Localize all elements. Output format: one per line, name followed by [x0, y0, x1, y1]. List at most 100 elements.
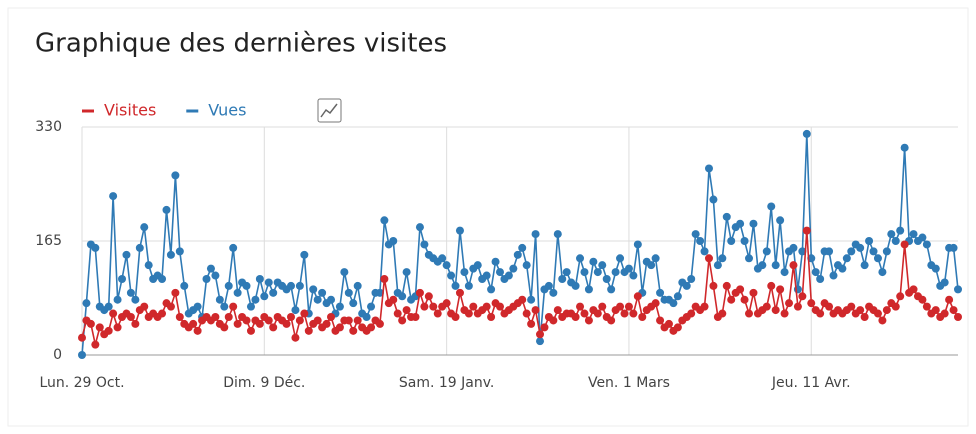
data-point [398, 292, 407, 301]
legend-label: Vues [208, 101, 246, 120]
data-point [220, 302, 229, 311]
data-point [109, 309, 118, 318]
data-point [131, 319, 140, 328]
data-point [709, 195, 718, 204]
data-point [949, 306, 958, 315]
data-point [344, 288, 353, 297]
data-point [269, 323, 278, 332]
data-point [464, 281, 473, 290]
data-point [847, 302, 856, 311]
data-point [887, 230, 896, 239]
data-point [527, 319, 536, 328]
data-point [816, 275, 825, 283]
data-point [95, 323, 104, 332]
data-point [86, 319, 95, 328]
data-point [825, 302, 834, 311]
data-point [651, 299, 660, 308]
data-point [949, 243, 958, 252]
data-point [509, 264, 518, 273]
data-point [860, 313, 869, 321]
data-point [335, 302, 344, 311]
data-point [113, 295, 122, 304]
data-point [531, 306, 540, 315]
data-point [91, 243, 100, 252]
data-point [793, 302, 802, 311]
data-point [193, 302, 202, 311]
data-point [576, 302, 585, 311]
chart-type-icon[interactable] [317, 98, 342, 123]
data-point [598, 302, 607, 311]
data-point [798, 292, 807, 301]
data-point [856, 306, 865, 315]
data-point [300, 309, 309, 318]
chart-title: Graphique des dernières visites [35, 29, 447, 59]
data-point [131, 295, 140, 304]
data-point [451, 281, 460, 290]
data-point [487, 285, 496, 294]
data-point [865, 237, 874, 245]
data-point [344, 316, 353, 325]
data-point [891, 237, 900, 245]
data-point [264, 278, 273, 287]
data-point [291, 333, 300, 342]
data-point [873, 309, 882, 318]
data-point [442, 261, 451, 270]
data-point [447, 271, 456, 280]
data-point [571, 281, 580, 290]
data-point [473, 261, 482, 270]
data-point [749, 219, 758, 228]
data-point [367, 302, 376, 311]
data-point [255, 319, 264, 328]
data-point [954, 313, 962, 321]
data-point [269, 288, 278, 297]
data-point [482, 271, 491, 280]
data-point [629, 309, 638, 318]
data-point [140, 223, 149, 232]
data-point [664, 319, 673, 328]
data-point [593, 309, 602, 318]
data-point [544, 281, 553, 290]
data-point [580, 309, 589, 318]
data-point [229, 243, 238, 252]
data-point [109, 192, 118, 201]
data-point [233, 288, 242, 297]
data-point [842, 254, 851, 263]
data-point [709, 281, 718, 290]
data-point [353, 281, 362, 290]
data-point [309, 285, 318, 294]
legend-label: Visites [104, 101, 156, 120]
data-point [589, 257, 598, 266]
panel-border [7, 7, 969, 427]
data-point [420, 302, 429, 311]
data-point [224, 313, 233, 321]
data-point [175, 247, 184, 256]
data-point [327, 295, 336, 304]
data-point [402, 306, 411, 315]
data-point [398, 316, 407, 325]
y-tick-label: 330 [35, 119, 62, 135]
data-point [651, 254, 660, 263]
data-point [816, 309, 825, 318]
data-point [286, 281, 295, 290]
data-point [318, 288, 327, 297]
data-point [633, 292, 642, 301]
data-point [78, 333, 86, 342]
data-point [380, 275, 389, 283]
data-point [745, 309, 754, 318]
data-point [856, 243, 865, 252]
data-point [140, 302, 149, 311]
data-point [229, 302, 238, 311]
data-point [491, 257, 500, 266]
data-point [878, 316, 887, 325]
icon-frame[interactable] [317, 98, 342, 123]
data-point [838, 264, 847, 273]
data-point [687, 275, 696, 283]
data-point [442, 299, 451, 308]
data-point [536, 330, 545, 339]
data-point [246, 326, 255, 335]
data-point [891, 302, 900, 311]
data-point [691, 230, 700, 239]
data-point [313, 295, 322, 304]
data-point [727, 237, 736, 245]
data-point [193, 326, 202, 335]
